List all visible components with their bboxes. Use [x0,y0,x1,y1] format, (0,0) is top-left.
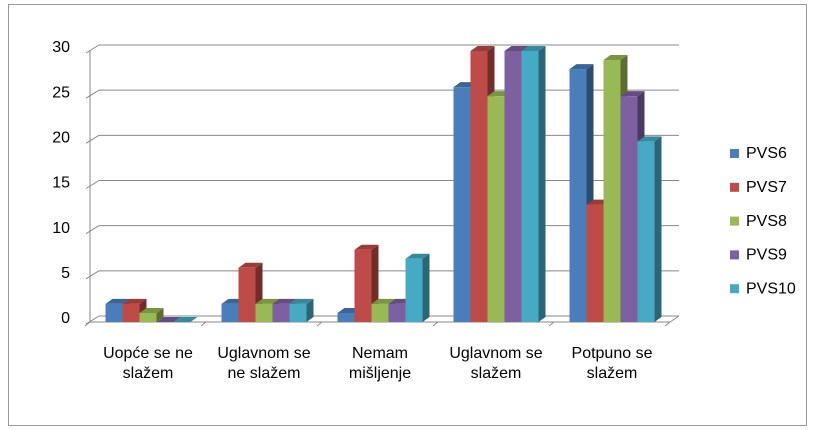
legend-label: PVS7 [746,179,787,196]
bar-top [603,55,628,61]
x-tick-label-box: Uglavnom se slažem [449,345,543,382]
legend-label: PVS6 [746,145,787,162]
bar [139,312,157,322]
x-tick [200,321,207,327]
bar [569,69,587,322]
bar-top [289,298,314,304]
bar [470,51,488,322]
y-tick-label: 5 [61,265,70,282]
x-tick-label: Nemam mišljenje [348,345,412,382]
chart-frame [8,4,807,426]
bar [453,87,471,322]
bar [388,303,406,322]
legend-swatch [730,149,739,158]
bar [637,141,655,322]
legend-swatch [730,250,739,260]
bar [272,303,290,322]
bar [504,51,522,322]
y-tick-label: 0 [61,310,70,327]
bar-top [173,317,198,322]
bar [405,258,423,322]
bar-top [122,298,147,304]
x-tick-label: Uglavnom se ne slažem [217,345,311,382]
bar-top [504,46,529,51]
bar-side [306,298,314,322]
grid-line-side [85,134,100,144]
bar [105,303,123,322]
legend-label: PVS10 [746,280,796,297]
bar-top [405,253,430,259]
bar-top [371,298,396,304]
bar-top [272,298,297,304]
bar-top [569,64,594,70]
y-tick-label: 15 [52,175,70,192]
y-tick-label: 25 [52,84,70,101]
x-tick-label: Uopće se ne slažem [103,345,193,382]
bar-side [156,307,164,322]
y-tick-label: 20 [52,130,70,147]
bar-top [105,298,130,304]
bar [620,96,638,323]
y-tick-label: 30 [52,39,70,56]
grid-line-side [85,270,100,280]
bar-top [156,317,181,322]
grid-line-side [85,44,100,54]
bar [521,51,539,322]
bar [289,303,307,322]
bar-side [422,253,430,322]
bar [122,303,140,322]
floor-right [669,315,680,323]
x-tick-label-box: Potpuno se slažem [571,345,653,382]
x-tick-label-box: Uopće se ne slažem [103,345,193,382]
x-tick-label: Potpuno se slažem [571,345,653,382]
bar-top [238,262,263,268]
legend-label: PVS9 [746,247,787,264]
bar-side [538,46,546,322]
grid-line-side [85,315,100,325]
x-tick [664,321,671,327]
y-tick-label: 10 [52,220,70,237]
bar-top [637,136,662,142]
bar-side [654,136,662,322]
legend-label: PVS8 [746,213,787,230]
bar [487,96,505,323]
grid-line-side [85,180,100,189]
legend-swatch [730,284,739,294]
bar-top [620,91,645,97]
bar-top [139,307,164,313]
legend-swatch [730,216,739,226]
bar [238,267,256,322]
bar [586,204,604,322]
x-tick-label: Uglavnom se slažem [449,345,543,382]
bar [603,60,621,323]
grid-line-side [85,89,100,99]
bar-top [255,298,280,304]
x-tick-label-box: Uglavnom se ne slažem [217,345,311,382]
legend-swatch [730,182,739,192]
bar [221,303,239,322]
x-tick [84,321,91,327]
bar [371,303,389,322]
x-tick [432,321,439,327]
bar [354,249,372,322]
x-tick [548,321,555,327]
x-tick-label-box: Nemam mišljenje [348,345,412,382]
bar [255,303,273,322]
grid-line-side [85,225,100,235]
bar-top [521,46,546,51]
x-tick [316,321,323,327]
bar-top [354,244,379,250]
bar [337,312,355,322]
bar-top [470,46,495,51]
